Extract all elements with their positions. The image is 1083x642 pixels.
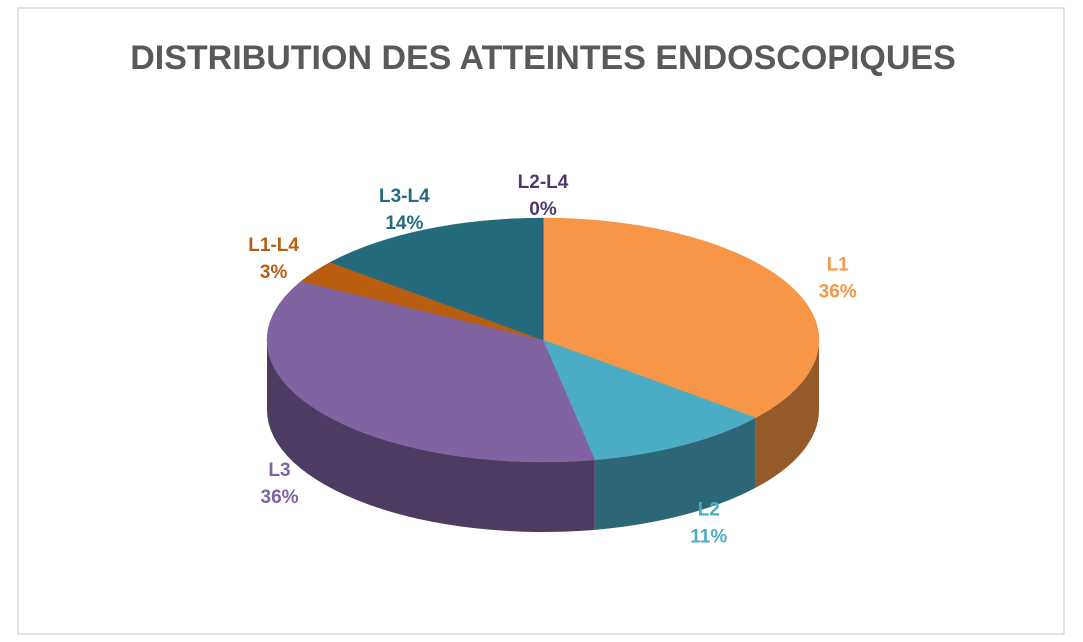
pie-slice [542,339,757,461]
pie-slice [329,217,544,341]
data-label-value: 11% [690,526,727,547]
slice-side [267,340,595,532]
data-label-value: 36% [261,487,299,508]
data-label-name: L1-L4 [248,235,299,256]
slice-side [594,417,756,530]
data-label-name: L2 [698,499,720,520]
data-label-name: L3-L4 [379,186,430,207]
data-label-value: 14% [385,213,423,234]
pie-slice [266,280,596,463]
chart-title: DISTRIBUTION DES ATTEINTES ENDOSCOPIQUES [130,39,956,77]
data-label-value: 3% [260,262,288,283]
data-label-name: L1 [827,255,850,276]
data-label-value: 36% [819,282,857,303]
slice-side [755,340,820,488]
data-label-name: L3 [268,460,290,481]
data-label-value: 0% [529,199,557,220]
pie-slice [542,217,820,419]
data-label-name: L2-L4 [518,172,569,193]
